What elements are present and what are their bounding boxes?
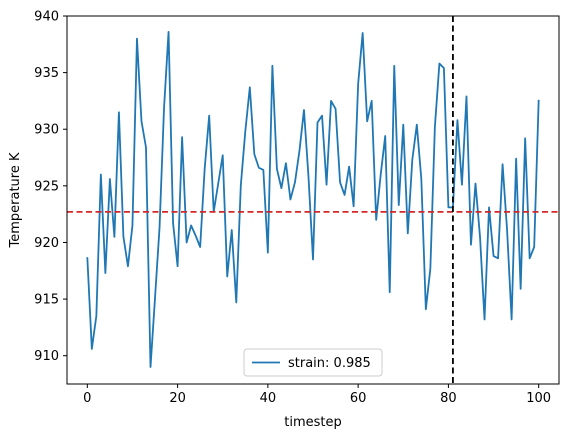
- x-tick-label: 40: [260, 391, 277, 406]
- x-axis: 0 20 40 60 80 100: [83, 384, 551, 406]
- y-tick-label: 915: [34, 293, 59, 308]
- y-tick-label: 930: [34, 123, 59, 138]
- axes-frame: [66, 15, 560, 385]
- y-tick-label: 910: [34, 349, 59, 364]
- y-axis: 910 915 920 925 930 935 940: [34, 10, 67, 364]
- y-axis-label: Temperature K: [8, 152, 23, 248]
- x-tick-label: 60: [350, 391, 367, 406]
- x-tick-label: 0: [83, 391, 91, 406]
- x-tick-label: 20: [169, 391, 186, 406]
- x-tick-label: 80: [440, 391, 457, 406]
- x-axis-label: timestep: [284, 415, 342, 430]
- y-tick-label: 940: [34, 10, 59, 25]
- y-tick-label: 920: [34, 236, 59, 251]
- legend-label: strain: 0.985: [288, 356, 371, 371]
- plot-area: [67, 16, 559, 384]
- y-tick-label: 935: [34, 66, 59, 81]
- x-tick-label: 100: [526, 391, 551, 406]
- series-line-0: [86, 30, 540, 368]
- legend-box: [243, 348, 383, 377]
- legend: strain: 0.985: [243, 348, 383, 377]
- y-tick-label: 925: [34, 179, 59, 194]
